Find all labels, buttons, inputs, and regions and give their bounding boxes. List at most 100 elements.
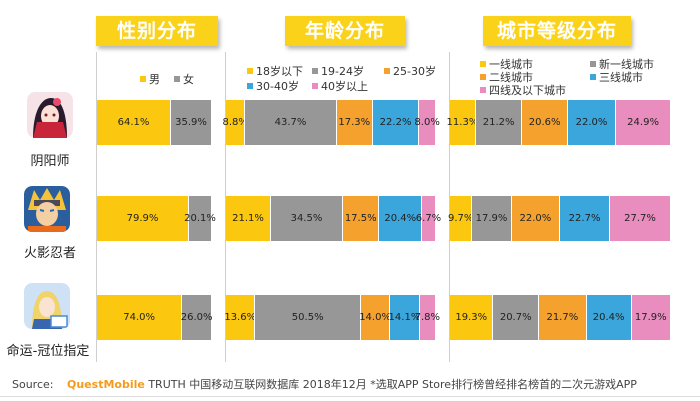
- stacked-bar: 64.1% 35.9%: [97, 100, 211, 145]
- data-label: 43.7%: [274, 117, 307, 128]
- data-label: 79.9%: [126, 213, 159, 224]
- app-name-naruto: 火影忍者: [23, 246, 76, 261]
- legend-label: 二线城市: [489, 71, 533, 84]
- bar-segment: 7.8%: [415, 295, 440, 340]
- stacked-bar: 13.6% 50.5% 14.0% 14.1% 7.8%: [224, 295, 440, 340]
- bar-segment: 8.0%: [414, 100, 440, 145]
- data-label: 21.2%: [482, 117, 515, 128]
- data-label: 74.0%: [123, 312, 156, 323]
- data-label: 21.1%: [232, 213, 264, 224]
- bar-segment: 6.7%: [416, 196, 441, 241]
- bar-segment: 17.3%: [335, 100, 372, 145]
- bar-segment: 14.1%: [388, 295, 421, 340]
- bar-segment: 21.7%: [537, 295, 586, 340]
- legend-item: 一线城市: [480, 56, 533, 72]
- data-label: 22.2%: [379, 117, 412, 128]
- bar-segment: 11.3%: [447, 100, 478, 145]
- legend-item: 男: [140, 71, 160, 87]
- panel-divider: [96, 52, 97, 362]
- legend-item: 25-30岁: [384, 63, 436, 79]
- data-label: 22.7%: [568, 213, 601, 224]
- data-label: 22.0%: [519, 213, 552, 224]
- legend-swatch: [384, 68, 390, 74]
- city-panel-title: 城市等级分布: [483, 16, 631, 46]
- data-label: 64.1%: [117, 117, 150, 128]
- onmyoji-game-icon: [27, 92, 73, 138]
- questmobile-brand: QuestMobile: [67, 378, 145, 391]
- fate-grand-order-game-icon: [24, 283, 70, 329]
- legend-swatch: [480, 74, 486, 80]
- bar-segment: 20.6%: [521, 100, 567, 145]
- stacked-bar: 8.8% 43.7% 17.3% 22.2% 8.0%: [222, 100, 440, 145]
- data-label: 11.3%: [446, 117, 479, 128]
- data-label: 20.1%: [184, 213, 216, 224]
- data-label: 14.0%: [359, 312, 391, 323]
- panel-divider: [225, 52, 226, 362]
- data-label: 24.9%: [627, 117, 659, 128]
- footer-divider: [0, 396, 700, 397]
- data-label: 20.7%: [499, 312, 532, 323]
- legend-item: 二线城市: [480, 69, 533, 85]
- data-label: 22.0%: [575, 117, 608, 128]
- legend-item: 19-24岁: [312, 63, 364, 79]
- age-panel-title: 年龄分布: [285, 16, 405, 46]
- data-label: 7.8%: [414, 312, 441, 323]
- bar-segment: 22.0%: [566, 100, 616, 145]
- panel-divider: [449, 52, 450, 362]
- data-label: 17.5%: [344, 213, 377, 224]
- bar-segment: 20.4%: [585, 295, 631, 340]
- legend-swatch: [480, 61, 486, 67]
- source-prefix: Source:: [12, 378, 54, 391]
- data-label: 14.1%: [388, 312, 421, 323]
- stacked-bar: 79.9% 20.1%: [97, 196, 216, 241]
- stacked-bar: 9.7% 17.9% 22.0% 22.7% 27.7%: [448, 196, 670, 241]
- data-label: 17.9%: [475, 213, 508, 224]
- legend-label: 19-24岁: [321, 65, 364, 78]
- stacked-bar: 19.3% 20.7% 21.7% 20.4% 17.9%: [450, 295, 670, 340]
- data-label: 17.9%: [634, 312, 667, 323]
- data-label: 19.3%: [455, 312, 488, 323]
- data-label: 8.8%: [222, 117, 248, 128]
- legend-item: 女: [174, 71, 194, 87]
- data-label: 6.7%: [415, 213, 442, 224]
- data-label: 21.7%: [546, 312, 579, 323]
- bar-segment: 20.7%: [492, 295, 538, 340]
- data-label: 13.6%: [224, 312, 257, 323]
- bar-segment: 22.7%: [559, 196, 610, 241]
- naruto-game-icon: [24, 186, 70, 232]
- app-name-onmyoji: 阴阳师: [30, 154, 70, 169]
- bar-segment: 22.0%: [510, 196, 560, 241]
- bar-segment: 26.0%: [180, 295, 213, 340]
- data-label: 20.4%: [384, 213, 417, 224]
- data-label: 8.0%: [414, 117, 440, 128]
- bar-segment: 50.5%: [254, 295, 360, 340]
- bar-segment: 17.9%: [471, 196, 511, 241]
- source-text: TRUTH 中国移动互联网数据库 2018年12月 *选取APP Store排行…: [148, 378, 637, 391]
- bar-segment: 34.5%: [270, 196, 342, 241]
- legend-item: 新一线城市: [590, 56, 654, 72]
- bar-segment: 17.9%: [630, 295, 670, 340]
- legend-swatch: [140, 76, 146, 82]
- bar-segment: 74.0%: [97, 295, 182, 340]
- data-label: 20.4%: [592, 312, 625, 323]
- legend-label: 一线城市: [489, 58, 533, 71]
- stacked-bar: 21.1% 34.5% 17.5% 20.4% 6.7%: [226, 196, 441, 241]
- bar-segment: 43.7%: [244, 100, 336, 145]
- legend-swatch: [174, 76, 180, 82]
- bar-segment: 13.6%: [224, 295, 257, 340]
- app-name-fgo: 命运-冠位指定: [6, 344, 90, 359]
- legend-label: 新一线城市: [599, 58, 654, 71]
- legend-label: 18岁以下: [256, 65, 303, 78]
- data-label: 27.7%: [624, 213, 656, 224]
- data-label: 26.0%: [180, 312, 213, 323]
- legend-item: 四线及以下城市: [480, 82, 566, 98]
- legend-label: 四线及以下城市: [489, 84, 566, 97]
- bar-segment: 64.1%: [97, 100, 171, 145]
- legend-label: 三线城市: [599, 71, 643, 84]
- legend-label: 40岁以上: [321, 80, 368, 93]
- legend-label: 男: [149, 73, 160, 86]
- legend-label: 25-30岁: [393, 65, 436, 78]
- legend-label: 女: [183, 73, 194, 86]
- bar-segment: 21.2%: [474, 100, 522, 145]
- legend-swatch: [312, 83, 318, 89]
